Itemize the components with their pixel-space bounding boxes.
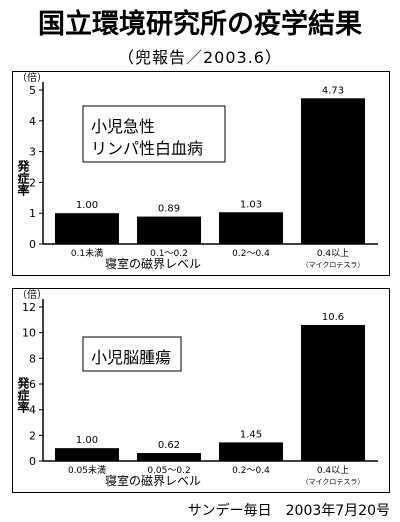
- annotation-line: 小児急性: [91, 117, 155, 136]
- y-tick-label: 4: [29, 115, 36, 128]
- value-label: 1.45: [240, 429, 262, 440]
- unit-label: （倍）: [17, 71, 47, 84]
- x-tick-label: 0.1〜0.2: [150, 249, 188, 259]
- x-axis-label: 寝室の磁界レベル: [105, 256, 201, 271]
- value-label: 0.62: [158, 440, 180, 451]
- y-tick-label: 8: [29, 352, 36, 365]
- y-tick-label: 2: [29, 176, 36, 189]
- y-tick-label: 5: [29, 84, 36, 97]
- y-tick-label: 10: [22, 327, 36, 340]
- value-label: 10.6: [322, 312, 344, 323]
- chart-panel-leukemia: （倍） 発症率 0 1 2 3 4 5 1.00 0.1未満 0.89 0.1〜0.2 1.03 0.2〜…: [12, 71, 390, 276]
- bar: [55, 213, 119, 244]
- page-subtitle: （兜報告／2003.6）: [118, 48, 282, 67]
- x-tick-label: 0.4以上: [317, 465, 349, 476]
- x-tick-label: 0.1未満: [71, 247, 103, 259]
- x-tick-label: 0.2〜0.4: [232, 466, 270, 476]
- x-tick-note: （マイクロテスラ）: [302, 261, 365, 269]
- y-tick-label: 2: [29, 429, 36, 442]
- chart-leukemia: （倍） 発症率 0 1 2 3 4 5 1.00 0.1未満 0.89 0.1〜0.2 1.03 0.2〜…: [16, 71, 378, 271]
- bar: [137, 453, 201, 461]
- x-tick-label: 0.4以上: [317, 248, 349, 259]
- y-axis-label: 発症率: [16, 159, 30, 197]
- y-tick-label: 3: [29, 146, 36, 159]
- x-tick-label: 0.2〜0.4: [232, 249, 270, 259]
- chart-brain-tumor: （倍） 発症率 0 2 4 6 8 10 12 1.00 0.05未満 0.62 0.05〜0.2 1.4…: [16, 288, 378, 488]
- bar: [137, 216, 201, 244]
- x-tick-label: 0.05〜0.2: [147, 466, 190, 476]
- y-tick-label: 6: [29, 378, 36, 391]
- y-tick-label: 0: [29, 455, 36, 468]
- annotation-text: 小児急性リンパ性白血病: [91, 117, 203, 158]
- y-tick-label: 1: [29, 207, 36, 220]
- chart-panel-brain-tumor: （倍） 発症率 0 2 4 6 8 10 12 1.00 0.05未満 0.62 0.05〜0.2 1.4…: [12, 288, 390, 493]
- value-label: 0.89: [158, 204, 180, 215]
- annotation-line: 小児脳腫瘍: [91, 348, 171, 367]
- bar: [301, 98, 365, 244]
- y-tick-label: 0: [29, 238, 36, 251]
- bar: [55, 448, 119, 461]
- value-label: 1.03: [240, 199, 262, 210]
- annotation-box: [82, 336, 182, 372]
- source-credit: サンデー毎日 2003年7月20号: [187, 503, 390, 519]
- y-tick-label: 4: [29, 404, 36, 417]
- annotation-box: [82, 105, 226, 163]
- unit-label: （倍）: [17, 288, 47, 301]
- x-axis-label: 寝室の磁界レベル: [105, 473, 201, 488]
- y-tick-label: 12: [22, 301, 36, 314]
- bar: [219, 212, 283, 244]
- bar: [219, 442, 283, 461]
- page-title: 国立環境研究所の疫学結果: [38, 9, 362, 40]
- annotation-text: 小児脳腫瘍: [91, 348, 171, 367]
- value-label: 1.00: [76, 200, 98, 211]
- x-tick-label: 0.05未満: [68, 464, 106, 476]
- x-tick-note: （マイクロテスラ）: [302, 478, 365, 486]
- annotation-line: リンパ性白血病: [91, 139, 203, 158]
- y-axis-label: 発症率: [16, 376, 30, 414]
- value-label: 1.00: [76, 435, 98, 446]
- bar: [301, 324, 365, 461]
- value-label: 4.73: [322, 85, 344, 96]
